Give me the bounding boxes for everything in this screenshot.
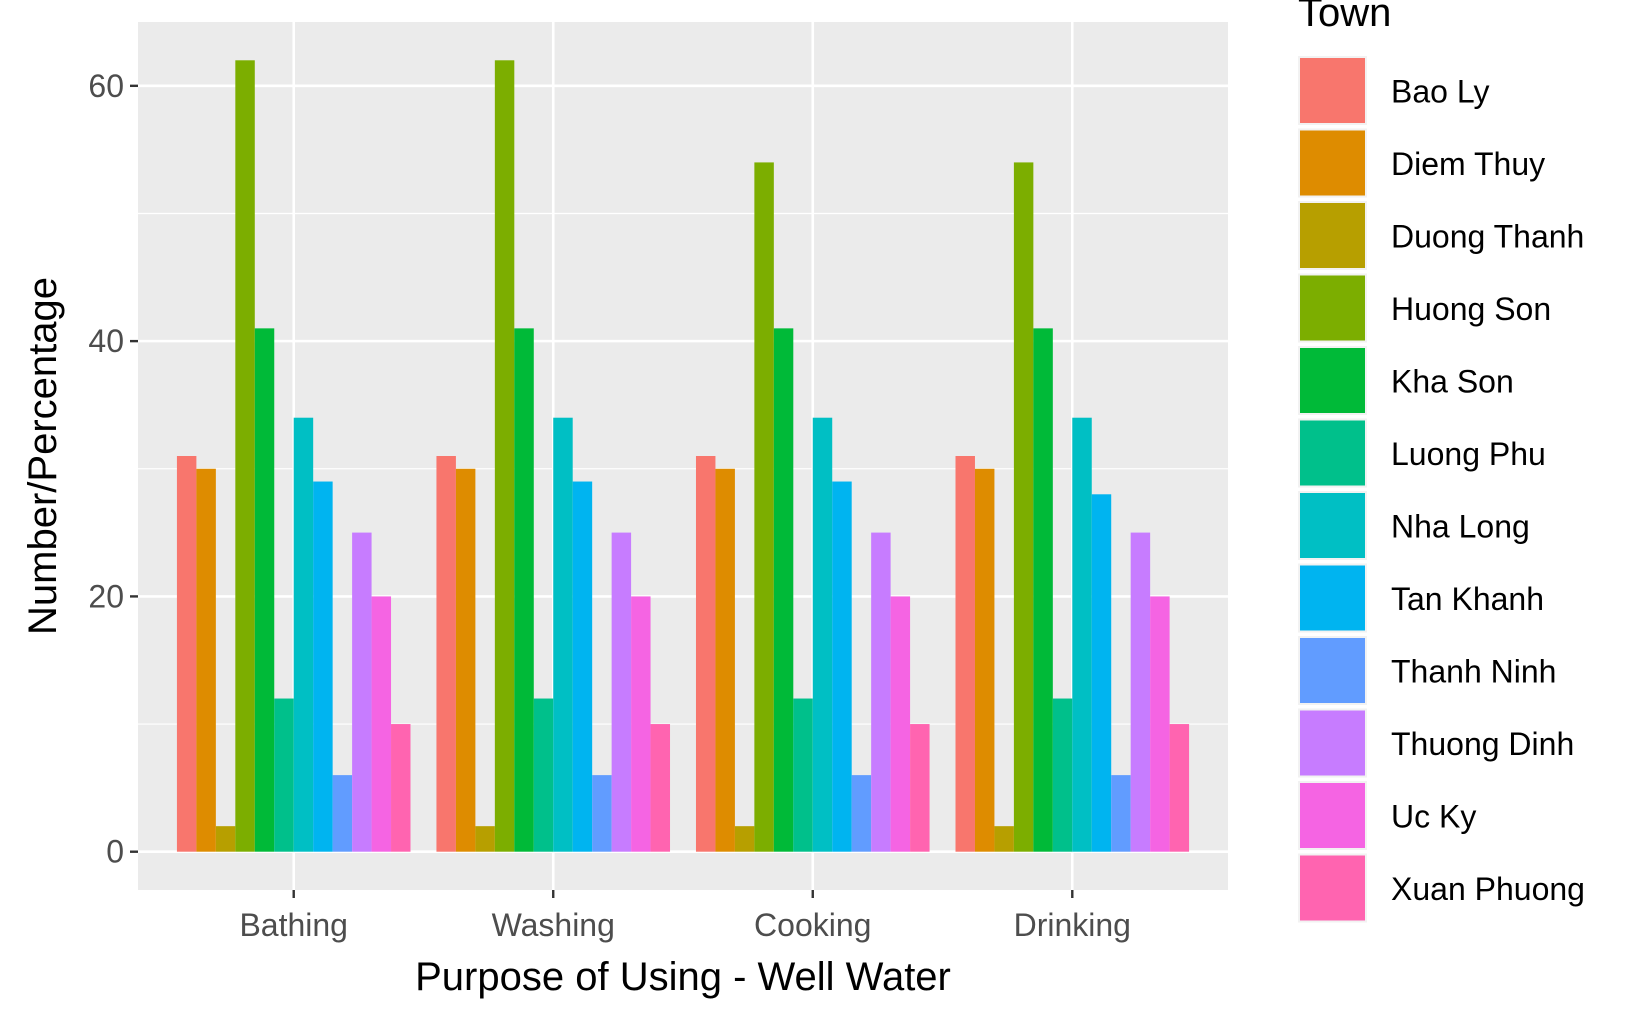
bar-huong-son-cooking [754, 162, 774, 852]
y-tick-label: 40 [88, 323, 124, 359]
bar-thanh-ninh-washing [592, 775, 612, 852]
legend-key-swatch [1300, 493, 1365, 558]
bar-diem-thuy-cooking [715, 468, 735, 852]
bar-uc-ky-bathing [371, 596, 392, 852]
bar-nha-long-cooking [812, 417, 833, 852]
bar-xuan-phuong-cooking [910, 724, 930, 852]
bar-thuong-dinh-washing [611, 532, 632, 852]
y-axis: 0 20 40 60 [88, 68, 138, 870]
bar-diem-thuy-washing [455, 468, 476, 852]
bar-kha-son-bathing [254, 328, 275, 852]
x-axis-title: Purpose of Using - Well Water [415, 955, 951, 999]
bar-duong-thanh-washing [475, 826, 495, 852]
y-axis-title: Number/Percentage [21, 277, 65, 635]
legend-item-label: Thuong Dinh [1391, 726, 1574, 762]
bar-thuong-dinh-cooking [871, 532, 891, 852]
bar-thanh-ninh-drinking [1111, 775, 1131, 852]
bar-huong-son-drinking [1013, 162, 1034, 852]
legend-key-swatch [1300, 710, 1365, 776]
legend-key-swatch [1300, 420, 1365, 486]
bar-bao-ly-bathing [176, 456, 197, 852]
bar-xuan-phuong-bathing [391, 724, 411, 852]
bar-luong-phu-washing [533, 698, 554, 852]
legend-key-swatch [1300, 783, 1365, 848]
bar-bao-ly-cooking [695, 456, 716, 852]
bar-diem-thuy-bathing [196, 468, 216, 852]
legend-item-label: Huong Son [1391, 291, 1551, 327]
bar-thuong-dinh-drinking [1130, 532, 1151, 852]
bar-nha-long-drinking [1072, 417, 1092, 852]
x-tick-label: Cooking [754, 907, 871, 943]
legend-key-swatch [1300, 58, 1365, 123]
bar-xuan-phuong-drinking [1169, 724, 1190, 852]
x-tick-label: Bathing [239, 907, 348, 943]
bar-tan-khanh-bathing [313, 481, 333, 852]
bar-uc-ky-drinking [1150, 596, 1170, 852]
bar-kha-son-washing [514, 328, 534, 852]
bar-nha-long-bathing [293, 417, 314, 852]
legend-key-swatch [1300, 130, 1365, 196]
y-tick-label: 20 [88, 578, 124, 614]
bar-duong-thanh-bathing [215, 826, 236, 852]
bar-bao-ly-drinking [955, 456, 975, 852]
bar-luong-phu-drinking [1052, 698, 1073, 852]
bar-duong-thanh-cooking [734, 826, 755, 852]
x-axis: Bathing Washing Cooking Drinking [239, 890, 1131, 943]
legend-item-label: Nha Long [1391, 509, 1530, 545]
legend-title: Town [1298, 0, 1391, 35]
bar-duong-thanh-drinking [994, 826, 1014, 852]
bar-tan-khanh-drinking [1091, 494, 1112, 852]
bar-kha-son-drinking [1033, 328, 1053, 852]
bar-uc-ky-cooking [890, 596, 911, 852]
legend-item-label: Luong Phu [1391, 436, 1546, 472]
legend-key-swatch [1300, 565, 1365, 631]
legend: Town Bao Ly Diem Thuy Duong Thanh Huong Son… [1298, 0, 1585, 923]
legend-item-label: Thanh Ninh [1391, 654, 1556, 690]
y-tick-label: 0 [106, 834, 124, 870]
legend-item-label: Xuan Phuong [1391, 871, 1585, 907]
legend-item-label: Uc Ky [1391, 799, 1476, 835]
legend-key-swatch [1300, 855, 1365, 921]
legend-item-label: Tan Khanh [1391, 581, 1544, 617]
bar-diem-thuy-drinking [974, 468, 995, 852]
legend-item-label: Duong Thanh [1391, 219, 1584, 255]
bar-thuong-dinh-bathing [352, 532, 372, 852]
bar-nha-long-washing [553, 417, 573, 852]
legend-key-swatch [1300, 638, 1365, 703]
bar-uc-ky-washing [631, 596, 651, 852]
bar-luong-phu-bathing [274, 698, 294, 852]
y-tick-label: 60 [88, 68, 124, 104]
bar-tan-khanh-cooking [832, 481, 852, 852]
bar-xuan-phuong-washing [650, 724, 671, 852]
bar-huong-son-washing [494, 60, 515, 852]
legend-item-label: Diem Thuy [1391, 146, 1545, 182]
x-tick-label: Washing [492, 907, 615, 943]
bar-thanh-ninh-bathing [332, 775, 353, 852]
bar-kha-son-cooking [773, 328, 794, 852]
legend-key-swatch [1300, 275, 1365, 341]
bar-huong-son-bathing [235, 60, 255, 852]
legend-key-swatch [1300, 348, 1365, 413]
bar-luong-phu-cooking [793, 698, 813, 852]
legend-key-swatch [1300, 203, 1365, 268]
legend-item-label: Bao Ly [1391, 74, 1489, 110]
x-tick-label: Drinking [1014, 907, 1131, 943]
legend-item-label: Kha Son [1391, 364, 1514, 400]
bar-thanh-ninh-cooking [851, 775, 872, 852]
bar-bao-ly-washing [436, 456, 456, 852]
bar-marks [176, 60, 1190, 852]
bar-tan-khanh-washing [572, 481, 593, 852]
